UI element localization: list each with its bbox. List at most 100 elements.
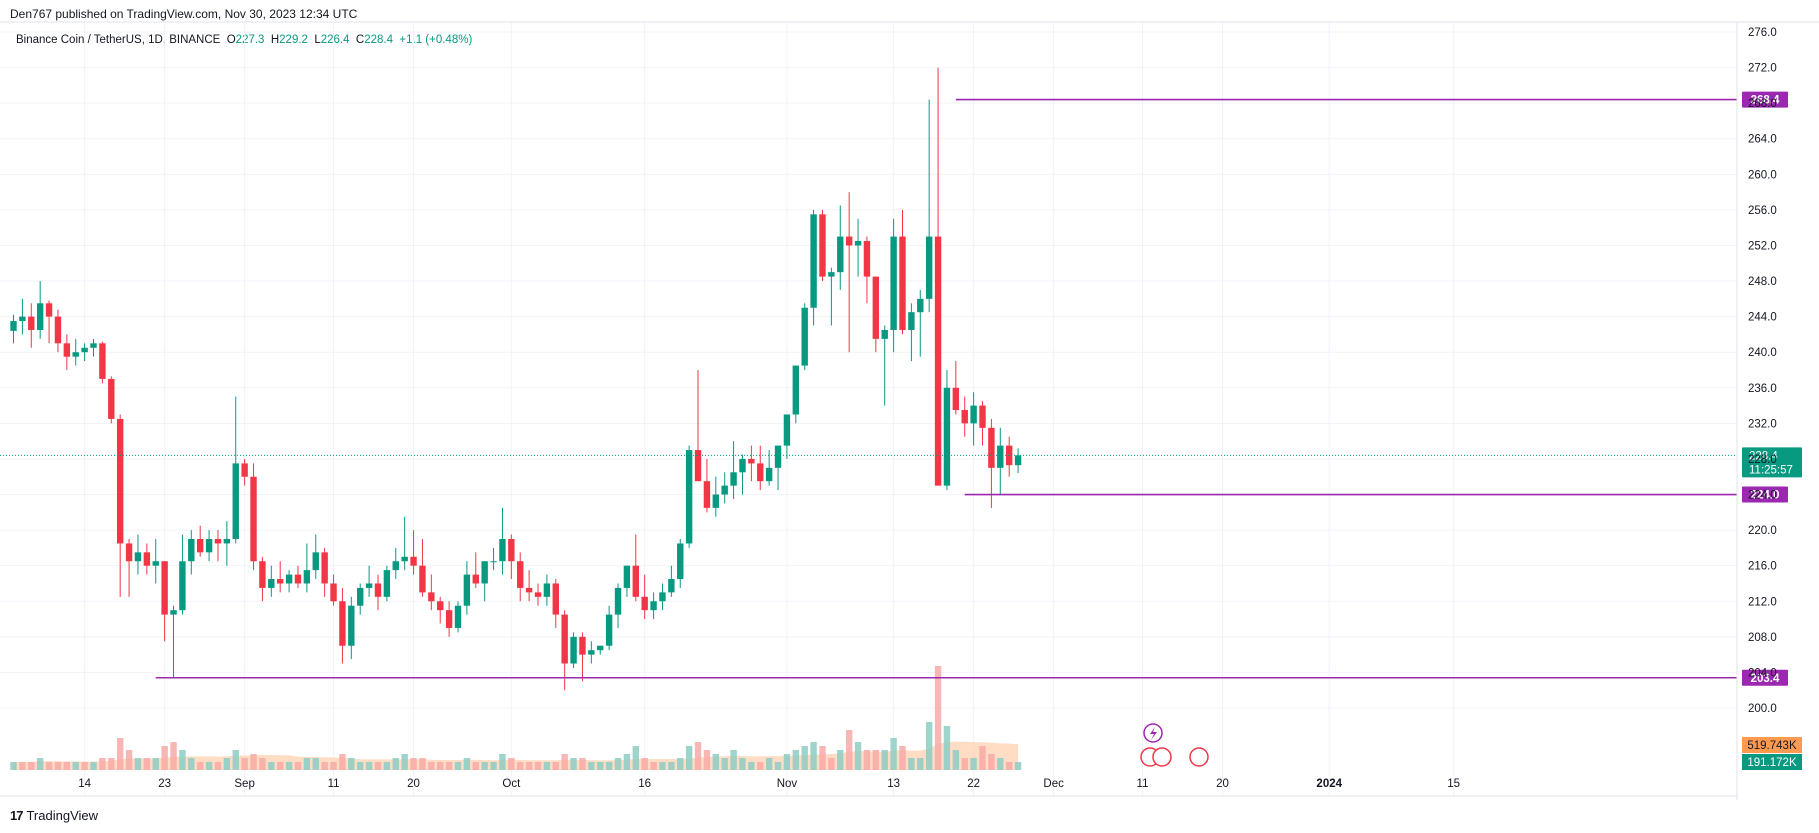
volume-bar: [730, 750, 737, 770]
x-tick-label: Dec: [1043, 778, 1064, 790]
y-tick-label: 272.0: [1748, 63, 1777, 75]
candle-body: [952, 387, 960, 411]
volume-bar: [134, 758, 142, 770]
candle-body: [765, 467, 773, 482]
volume-bar: [774, 762, 782, 770]
price-level-label: 224.0: [1751, 490, 1780, 502]
candle-body: [143, 552, 151, 566]
candle-body: [694, 450, 702, 482]
volume-bar: [214, 762, 222, 770]
legend-high-label: H: [270, 34, 280, 46]
volume-bar: [623, 754, 631, 770]
volume-bar: [205, 762, 213, 770]
candle-body: [659, 592, 666, 602]
candle-body: [712, 494, 720, 508]
volume-bar: [161, 746, 168, 770]
volume-bar: [10, 762, 17, 770]
volume-bar: [517, 762, 524, 770]
candle-body: [961, 410, 968, 424]
y-tick-label: 236.0: [1748, 383, 1777, 395]
legend-high-value: 229.2: [279, 34, 308, 46]
legend-change: +1.1 (+0.48%): [399, 34, 473, 46]
volume-bar: [925, 722, 933, 770]
volume-bar: [365, 762, 373, 770]
volume-bar: [374, 762, 382, 770]
volume-bar: [677, 758, 684, 770]
chart-grid: [0, 22, 1737, 797]
candle-body: [579, 636, 586, 655]
candle-body: [534, 592, 542, 597]
candle-body: [970, 405, 977, 424]
candle-body: [321, 552, 328, 584]
candle-body: [125, 543, 133, 562]
volume-bar: [241, 758, 248, 770]
candle-body: [792, 365, 800, 415]
candle-body: [730, 472, 737, 486]
volume-bar: [490, 762, 497, 770]
volume-bar: [650, 762, 657, 770]
candle-body: [294, 574, 302, 584]
volume-bar: [632, 746, 639, 770]
y-tick-label: 208.0: [1748, 632, 1777, 644]
volume-ma-tag: [1742, 737, 1802, 753]
us-flag-event-icon[interactable]: [1189, 747, 1209, 767]
volume-bar: [28, 762, 35, 770]
candle-body: [268, 579, 275, 588]
candle-body: [54, 316, 62, 344]
volume-bar: [81, 762, 88, 770]
candle-body: [90, 343, 97, 348]
candle-body: [774, 445, 782, 468]
legend-close-label: C: [355, 34, 365, 46]
y-tick-label: 264.0: [1748, 134, 1777, 146]
price-chart[interactable]: 268.4 224.0 203.4 228.4 11:25:57 519.743K 191.…: [0, 0, 1819, 800]
x-tick-label: Oct: [502, 778, 521, 790]
tradingview-brand: TradingView: [26, 808, 99, 823]
volume-bar: [223, 758, 231, 770]
price-level-tag: [1742, 91, 1788, 108]
candle-body: [285, 574, 293, 584]
volume-ma-label: 519.743K: [1747, 740, 1797, 752]
published-line: Den767 published on TradingView.com, Nov…: [10, 7, 358, 21]
tradingview-mark-icon: 17: [10, 808, 24, 823]
volume-layer: [10, 666, 1022, 770]
candle-body: [490, 561, 497, 563]
candle-body: [508, 539, 515, 562]
volume-bar: [908, 758, 915, 770]
y-tick-label: 212.0: [1748, 596, 1777, 608]
us-flag-event-icon[interactable]: [1152, 747, 1172, 767]
price-level-tag: [1742, 486, 1788, 503]
candle-body: [348, 605, 355, 646]
volume-bar: [819, 746, 826, 770]
x-tick-label: 14: [78, 778, 91, 790]
candle-body: [179, 561, 186, 611]
candle-body: [890, 236, 897, 330]
volume-bar: [579, 758, 586, 770]
candle-body: [748, 458, 755, 464]
volume-bar: [792, 750, 800, 770]
volume-bar: [250, 754, 257, 770]
candle-body: [988, 427, 995, 468]
volume-bar: [437, 762, 444, 770]
candle-body: [588, 650, 595, 655]
volume-bar: [152, 758, 159, 770]
volume-bar: [588, 762, 595, 770]
candle-body: [428, 592, 435, 602]
candle-body: [445, 610, 453, 628]
candle-body: [543, 583, 551, 597]
y-tick-label: 268.0: [1748, 98, 1777, 110]
volume-bar: [419, 758, 426, 770]
candle-body: [837, 236, 844, 273]
volume-bar: [116, 738, 124, 770]
volume-bar: [454, 762, 462, 770]
candle-body: [525, 587, 533, 593]
axis-layer: 276.0 272.0 268.0 264.0 260.0 256.0 252.0 248.0…: [0, 21, 1819, 800]
current-price-label: 228.4: [1749, 450, 1778, 462]
symbol-legend: Binance Coin / TetherUS, 1D, BINANCE O22…: [16, 34, 472, 46]
tradingview-logo[interactable]: 17 TradingView: [10, 808, 98, 823]
volume-bar: [285, 762, 293, 770]
volume-bar: [410, 758, 417, 770]
y-tick-label: 276.0: [1748, 27, 1777, 39]
legend-open-label: O: [226, 34, 236, 46]
volume-bar: [392, 758, 399, 770]
candle-body: [188, 539, 195, 562]
